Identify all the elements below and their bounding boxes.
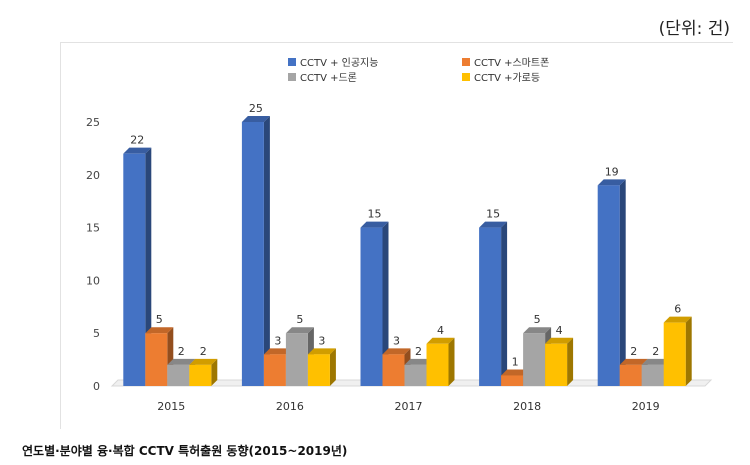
bar-top-1: [123, 147, 152, 154]
y-tick-label: 20: [86, 169, 100, 182]
bar-side-1: [145, 147, 152, 386]
bar-4: [426, 343, 449, 386]
data-label: 2: [415, 345, 422, 358]
data-label: 2: [652, 345, 659, 358]
bar-1: [360, 227, 383, 386]
data-label: 15: [486, 208, 500, 221]
bar-1: [123, 153, 146, 386]
bar-top-1: [479, 221, 508, 228]
x-tick-label: 2019: [632, 400, 660, 413]
y-tick-label: 25: [86, 116, 100, 129]
x-tick-label: 2017: [395, 400, 423, 413]
bar-top-1: [597, 179, 626, 186]
bar-top-1: [241, 116, 270, 122]
data-label: 6: [674, 303, 681, 316]
data-label: 3: [274, 334, 281, 347]
bar-top-3: [404, 358, 433, 365]
legend-label: CCTV + 인공지능: [300, 57, 378, 69]
y-tick-label: 0: [93, 380, 100, 393]
bar-4: [189, 364, 212, 386]
bar-side-4: [685, 316, 692, 386]
bar-side-1: [619, 179, 626, 386]
bar-top-2: [501, 369, 530, 376]
y-tick-label: 10: [86, 274, 100, 287]
legend-swatch: [288, 58, 296, 66]
bar-side-4: [211, 358, 218, 386]
data-label: 3: [393, 334, 400, 347]
y-tick-label: 15: [86, 222, 100, 235]
bar-side-1: [501, 221, 508, 386]
legend-label: CCTV +가로등: [474, 72, 540, 84]
bar-side-1: [382, 221, 389, 386]
bar-side-4: [567, 337, 574, 386]
bar-side-4: [448, 337, 455, 386]
x-tick-label: 2018: [513, 400, 541, 413]
data-label: 19: [605, 165, 619, 178]
legend-swatch: [288, 73, 296, 81]
bar-3: [523, 333, 546, 386]
legend-label: CCTV +드론: [300, 72, 357, 84]
bar-1: [597, 185, 620, 386]
data-label: 2: [178, 345, 185, 358]
bar-side-1: [263, 116, 270, 386]
bar-4: [307, 354, 330, 386]
bar-side-4: [329, 348, 336, 386]
bar-top-2: [619, 358, 648, 365]
bar-top-3: [523, 327, 552, 334]
bar-2: [263, 354, 286, 386]
data-label: 2: [200, 345, 207, 358]
bar-2: [619, 364, 642, 386]
bar-top-4: [663, 316, 692, 323]
bar-1: [241, 122, 264, 386]
data-label: 15: [368, 208, 382, 221]
bar-top-2: [145, 327, 174, 334]
bar-top-2: [263, 348, 292, 355]
bar-top-1: [360, 221, 389, 228]
data-label: 5: [534, 313, 541, 326]
data-label: 2: [630, 345, 637, 358]
unit-label: (단위: 건): [658, 19, 730, 39]
data-label: 4: [437, 324, 444, 337]
bar-top-3: [641, 358, 670, 365]
data-label: 5: [156, 313, 163, 326]
bar-4: [545, 343, 568, 386]
bar-4: [663, 322, 686, 386]
bar-top-3: [167, 358, 196, 365]
x-tick-label: 2016: [276, 400, 304, 413]
bar-3: [285, 333, 308, 386]
bar-top-4: [545, 337, 574, 344]
bar-3: [404, 364, 427, 386]
bar-top-4: [307, 348, 336, 355]
data-label: 4: [556, 324, 563, 337]
legend-swatch: [462, 58, 470, 66]
legend-swatch: [462, 73, 470, 81]
bar-3: [641, 364, 664, 386]
bar-2: [145, 333, 168, 386]
bar-top-3: [285, 327, 314, 334]
data-label: 1: [512, 355, 519, 368]
bar-top-4: [189, 358, 218, 365]
bar-3: [167, 364, 190, 386]
data-label: 25: [249, 102, 263, 115]
bar-2: [501, 375, 524, 386]
bar-top-2: [382, 348, 411, 355]
y-tick-label: 5: [93, 327, 100, 340]
bar-2: [382, 354, 405, 386]
data-label: 22: [130, 134, 144, 147]
chart-caption: 연도별·분야별 융·복합 CCTV 특허출원 동향(2015~2019년): [22, 444, 348, 458]
bar-top-4: [426, 337, 455, 344]
x-tick-label: 2015: [157, 400, 185, 413]
data-label: 5: [296, 313, 303, 326]
legend-label: CCTV +스마트폰: [474, 57, 549, 69]
data-label: 3: [318, 334, 325, 347]
bar-1: [479, 227, 502, 386]
